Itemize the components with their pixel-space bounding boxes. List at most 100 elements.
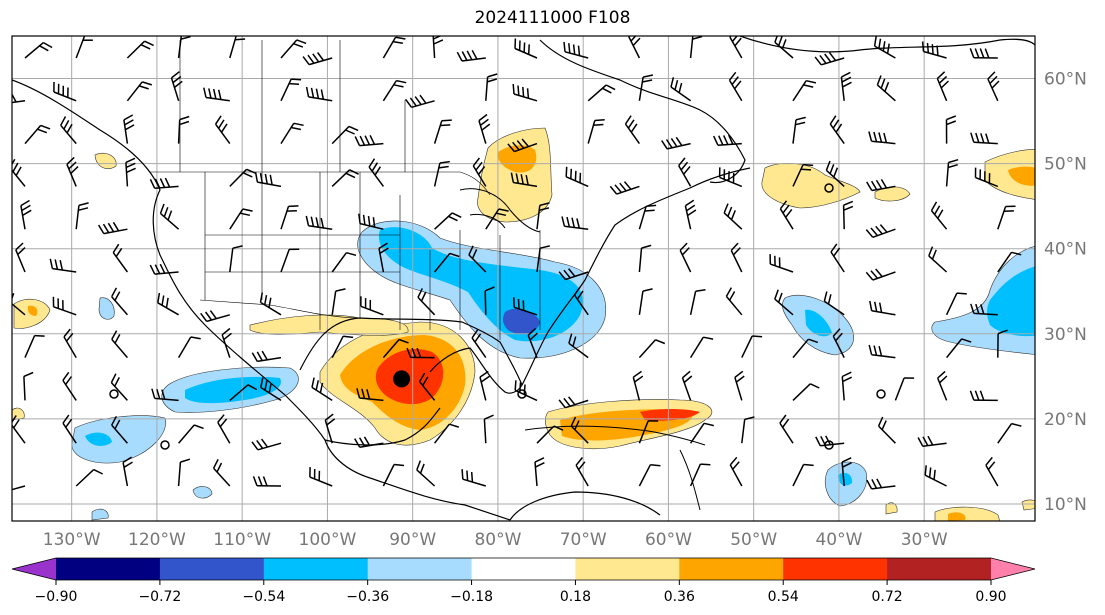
wind-barb <box>638 339 666 359</box>
wind-barb <box>969 390 998 402</box>
wind-barb <box>484 286 495 315</box>
colorbar-tick-label: 0.90 <box>975 589 1006 605</box>
wind-barb <box>868 344 896 359</box>
latitude-label: 60°N <box>1044 70 1087 90</box>
wind-barb <box>468 245 487 273</box>
wind-barb <box>575 457 589 487</box>
longitude-label: 40°W <box>815 530 862 550</box>
wind-barb <box>877 416 896 444</box>
anomaly-negative-medium <box>185 376 281 404</box>
wind-barb <box>534 457 545 487</box>
wind-barb <box>217 414 231 444</box>
wind-barb <box>125 157 136 187</box>
wind-barb <box>565 166 589 188</box>
wind-barb <box>558 396 589 409</box>
wind-barb <box>866 478 896 490</box>
wind-barb <box>126 81 153 102</box>
wind-barb <box>358 213 384 230</box>
anomaly-fill-layer <box>12 127 1035 521</box>
wind-barb <box>485 208 509 230</box>
wind-barb <box>433 119 452 144</box>
wind-barb <box>689 336 714 358</box>
coastline-west <box>12 79 511 521</box>
colorbar-tick-label: −0.18 <box>450 589 493 605</box>
wind-barb <box>568 333 589 359</box>
wind-barb <box>741 416 755 444</box>
colorbar-segment <box>679 558 784 580</box>
latitude-label: 50°N <box>1044 155 1087 175</box>
wind-barb <box>678 157 692 187</box>
longitude-label: 110°W <box>213 530 271 550</box>
wind-barb <box>280 39 307 59</box>
wind-barb <box>527 327 538 358</box>
wind-barb <box>360 296 384 316</box>
wind-barb <box>66 156 79 187</box>
wind-barb <box>434 252 460 273</box>
wind-barb <box>792 163 814 187</box>
wind-barb <box>730 242 743 273</box>
calm-marker <box>517 389 527 399</box>
wind-barb <box>254 172 282 188</box>
wind-barb <box>280 122 304 145</box>
wind-barb <box>563 41 589 59</box>
wind-barb <box>305 86 333 102</box>
wind-barb <box>432 36 444 59</box>
longitude-label: 80°W <box>474 530 521 550</box>
wind-barb <box>123 114 135 144</box>
wind-barb <box>873 36 896 59</box>
wind-barb <box>830 243 845 273</box>
anomaly-positive-medium <box>948 512 966 521</box>
wind-barb <box>75 468 104 487</box>
wind-barb <box>842 200 854 230</box>
coastline-east <box>521 167 751 386</box>
wind-barb <box>112 243 129 273</box>
calm-marker <box>824 183 834 193</box>
wind-barb <box>570 416 589 444</box>
wind-barb <box>485 73 498 101</box>
anomaly-positive-light <box>1021 499 1035 511</box>
wind-barb <box>997 422 1022 444</box>
wind-barb <box>378 242 389 273</box>
anomaly-negative-light <box>192 486 213 499</box>
wind-barb <box>305 215 333 230</box>
wind-barb <box>510 172 538 188</box>
storm-center-marker <box>393 370 411 388</box>
coastline-layer <box>12 36 1035 521</box>
wind-barb <box>718 167 743 188</box>
wind-barb <box>23 371 34 401</box>
wind-barb <box>483 414 494 444</box>
wind-barb <box>178 424 204 444</box>
colorbar-tick-labels: −0.90 −0.72 −0.54 −0.36 −0.18 0.18 0.36 0.54 0.7… <box>35 589 1007 605</box>
wind-barb <box>368 158 385 187</box>
wind-barb <box>681 370 693 401</box>
wind-barb <box>251 350 282 363</box>
wind-barb <box>945 115 957 144</box>
latitude-label: 40°N <box>1044 240 1087 260</box>
longitude-label: 70°W <box>560 530 607 550</box>
colorbar <box>11 557 1036 585</box>
wind-barb <box>734 370 745 401</box>
province-lines <box>179 40 406 172</box>
wind-barb <box>624 115 641 145</box>
wind-barb <box>997 251 1022 273</box>
political-borders <box>150 40 541 340</box>
wind-barb <box>841 457 852 487</box>
anomaly-positive-medium <box>497 145 537 173</box>
wind-barb <box>417 288 436 316</box>
wind-barb <box>111 287 128 316</box>
wind-barb <box>60 116 77 145</box>
wind-barb <box>177 36 191 59</box>
colorbar-segment <box>783 558 888 580</box>
colorbar-extension-low <box>12 558 56 580</box>
longitude-label: 50°W <box>730 530 777 550</box>
wind-barb <box>149 263 179 275</box>
wind-barb <box>24 334 45 358</box>
wind-barb <box>111 330 128 359</box>
wind-barb <box>823 291 845 316</box>
wind-barb <box>229 208 253 230</box>
wind-barb <box>713 134 742 146</box>
wind-barb <box>433 160 450 187</box>
wind-barb <box>170 71 183 102</box>
wind-barb <box>792 338 819 359</box>
